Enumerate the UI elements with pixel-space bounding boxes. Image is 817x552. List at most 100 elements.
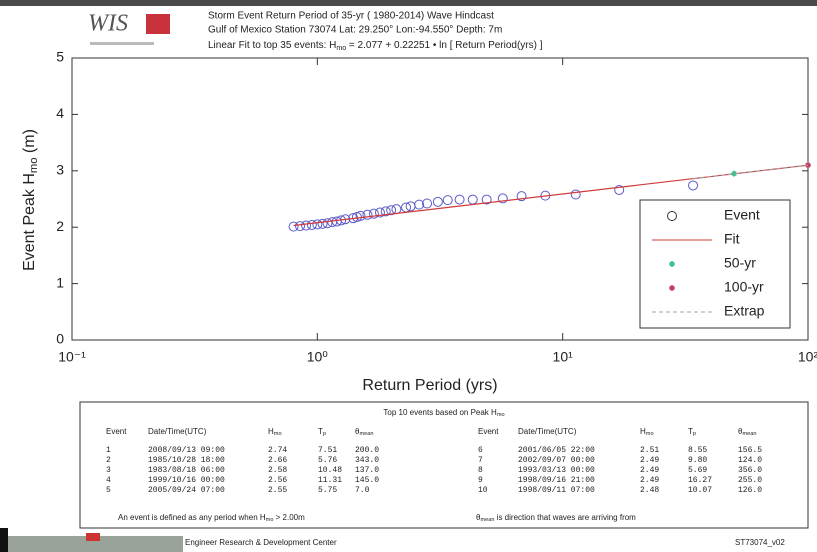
table-note: θmean is direction that waves are arrivi…: [476, 513, 636, 523]
table-cell: 1998/09/11 07:00: [518, 486, 595, 495]
table-cell: 1985/10/28 18:00: [148, 456, 225, 465]
point: [327, 217, 338, 228]
table-cell: 156.5: [738, 446, 762, 455]
corner-block: [0, 528, 8, 552]
table-cell: 7.51: [318, 446, 337, 455]
table-cell: 2.49: [640, 466, 659, 475]
table-cell: 1983/08/18 06:00: [148, 466, 225, 475]
column-header-text: T: [318, 427, 323, 436]
table-cell: 2005/09/24 07:00: [148, 486, 225, 495]
y-label-text: Event Peak H: [21, 173, 38, 271]
table-cell: 124.0: [738, 456, 762, 465]
column-header-text: p: [323, 431, 326, 437]
point: [731, 170, 738, 177]
legend-box: [639, 199, 791, 329]
table-title: Top 10 events based on Peak Hmo: [383, 408, 504, 418]
x-tick-label: 10⁻¹: [58, 349, 86, 365]
logo-badge: [146, 14, 170, 34]
point: [362, 209, 373, 220]
table-cell: 10.48: [318, 466, 342, 475]
column-header: Date/Time(UTC): [148, 427, 207, 436]
table-cell: 11.31: [318, 476, 342, 485]
y-tick-label: 3: [56, 162, 64, 178]
legend-label: Extrap: [724, 303, 765, 319]
y-tick-label: 0: [56, 331, 64, 347]
column-header-text: Date/Time(UTC): [518, 427, 577, 436]
table-note-text: is direction that waves are arriving fro…: [494, 513, 636, 522]
table-cell: 2001/06/05 22:00: [518, 446, 595, 455]
column-header-text: Date/Time(UTC): [148, 427, 207, 436]
column-header: Event: [478, 427, 499, 436]
column-header: Hmo: [640, 427, 654, 437]
point: [442, 195, 453, 206]
legend-label: 100-yr: [724, 279, 764, 295]
table-cell: 5.75: [318, 486, 337, 495]
table-title-sub: mo: [497, 412, 505, 418]
column-header-text: H: [640, 427, 646, 436]
x-axis-label: Return Period (yrs): [362, 377, 497, 394]
point: [295, 221, 306, 232]
y-tick-label: 1: [56, 274, 64, 290]
table-cell: 2: [106, 456, 111, 465]
table-cell: 255.0: [738, 476, 762, 485]
table-note-text: An event is defined as any period when H: [118, 513, 266, 522]
line: [692, 164, 809, 180]
table-cell: 2.51: [640, 446, 659, 455]
table-note-text: mo: [266, 517, 274, 523]
table-note-text: mean: [480, 517, 494, 523]
point: [481, 194, 492, 205]
legend-symbol: [669, 285, 675, 291]
table-cell: 5.69: [688, 466, 707, 475]
table-cell: 9.80: [688, 456, 707, 465]
point: [306, 219, 317, 230]
y-axis-label: Event Peak Hmo (m): [21, 129, 40, 271]
point: [380, 206, 391, 217]
y-label-sub: mo: [28, 158, 40, 174]
table-cell: 5.76: [318, 456, 337, 465]
point: [374, 207, 385, 218]
column-header-text: θ: [355, 427, 360, 436]
legend-label: Fit: [724, 231, 740, 247]
table-box: [79, 401, 809, 529]
table-cell: 2.66: [268, 456, 287, 465]
column-header: Hmo: [268, 427, 282, 437]
legend-symbol: [669, 261, 675, 267]
column-header-text: mo: [646, 431, 654, 437]
table-cell: 126.0: [738, 486, 762, 495]
x-tick-label: 10²: [798, 349, 817, 365]
point: [422, 198, 433, 209]
y-label-text: (m): [21, 129, 38, 157]
table-cell: 9: [478, 476, 483, 485]
point: [497, 193, 508, 204]
y-tick-label: 4: [56, 105, 64, 121]
column-header-text: mean: [359, 431, 373, 437]
point: [322, 218, 333, 229]
column-header-text: p: [693, 431, 696, 437]
logo: WIS: [88, 11, 170, 45]
table-cell: 8.55: [688, 446, 707, 455]
table-cell: 343.0: [355, 456, 379, 465]
table-note-text: θ: [476, 513, 481, 522]
table-cell: 2.49: [640, 456, 659, 465]
table-note-text: > 2.00m: [273, 513, 305, 522]
top-band: [0, 0, 817, 6]
point: [368, 208, 379, 219]
table-cell: 1999/10/16 00:00: [148, 476, 225, 485]
fit-text-sub: mo: [336, 45, 346, 52]
point: [516, 191, 527, 202]
point: [405, 201, 416, 212]
column-header-text: mean: [742, 431, 756, 437]
point: [614, 184, 625, 195]
table-cell: 16.27: [688, 476, 712, 485]
column-header: Date/Time(UTC): [518, 427, 577, 436]
point: [386, 205, 397, 216]
table-cell: 2.49: [640, 476, 659, 485]
column-header: Tp: [688, 427, 696, 437]
legend-label: 50-yr: [724, 255, 756, 271]
point: [454, 194, 465, 205]
column-header: θmean: [355, 427, 373, 437]
logo-caption: [90, 42, 154, 45]
y-tick-label: 5: [56, 49, 64, 65]
corner-image: [8, 536, 183, 552]
